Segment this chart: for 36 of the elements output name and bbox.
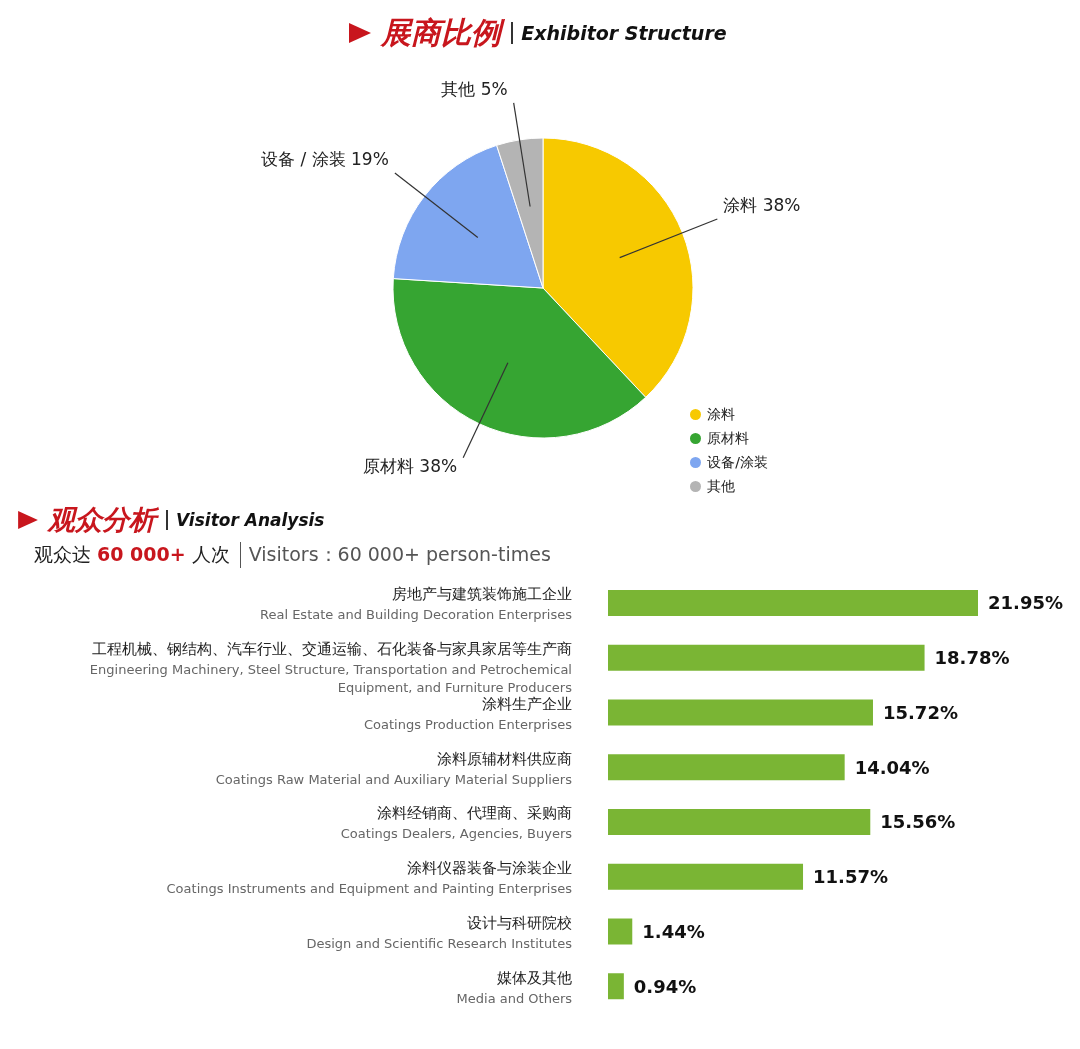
data-label: 15.72% bbox=[882, 701, 958, 723]
y-tick-label: 涂料经销商、代理商、采购商 Coatings Dealers, Agencies, Buyers bbox=[340, 804, 573, 842]
text: Visitors：60 000+ person-times bbox=[239, 542, 551, 568]
chart-subtitle: Exhibitor Structure bbox=[511, 22, 727, 44]
data-label: 涂料 38% bbox=[723, 194, 801, 215]
legend-label: 原材料 bbox=[707, 429, 750, 448]
y-tick-label: 设计与科研院校 Design and Scientific Research Institutes bbox=[306, 913, 573, 951]
data-label: 11.57% bbox=[813, 866, 889, 888]
bar bbox=[608, 644, 925, 671]
y-tick-label: 房地产与建筑装饰施工企业 Real Estate and Building Decoration Enterprises bbox=[260, 585, 573, 623]
y-tick-label: 涂料原辅材料供应商 Coatings Raw Material and Auxiliary Material Suppliers bbox=[215, 749, 573, 787]
data-label: 其他 5% bbox=[441, 78, 508, 99]
bar bbox=[608, 809, 871, 835]
text: Visitor Analysis bbox=[166, 510, 325, 530]
y-tick-label: 媒体及其他 Media and Others bbox=[456, 968, 573, 1006]
bar bbox=[608, 590, 978, 616]
data-label: 1.44% bbox=[642, 920, 705, 942]
y-tick-label: 工程机械、钢结构、汽车行业、交通运输、石化装备与家具家居等生产商 Engineering Machinery, Steel Structure, Transportation and Petrochemical Equipment, and Furniture Producers bbox=[89, 640, 573, 696]
y-tick-label: 涂料仪器装备与涂装企业 Coatings Instruments and Equipment and Painting Enterprises bbox=[166, 859, 573, 897]
data-label: 14.04% bbox=[854, 756, 930, 778]
bar bbox=[608, 863, 804, 890]
y-tick-label: 涂料生产企业 Coatings Production Enterprises bbox=[363, 694, 573, 732]
data-label: 设备 / 涂装 19% bbox=[261, 149, 389, 170]
legend-label: 涂料 bbox=[707, 405, 736, 424]
data-label: 原材料 38% bbox=[362, 455, 458, 476]
data-label: 18.78% bbox=[934, 647, 1010, 669]
data-label: 21.95% bbox=[988, 592, 1063, 614]
bar bbox=[608, 918, 633, 945]
bar bbox=[608, 699, 873, 726]
bar bbox=[608, 754, 845, 781]
legend-label: 设备/涂装 bbox=[707, 453, 768, 472]
data-label: 15.56% bbox=[880, 811, 956, 833]
legend-label: 其他 bbox=[707, 477, 736, 496]
data-label: 0.94% bbox=[633, 975, 697, 997]
text: 观众达 60 000+ 人次 bbox=[34, 543, 230, 565]
bar bbox=[608, 973, 624, 1000]
